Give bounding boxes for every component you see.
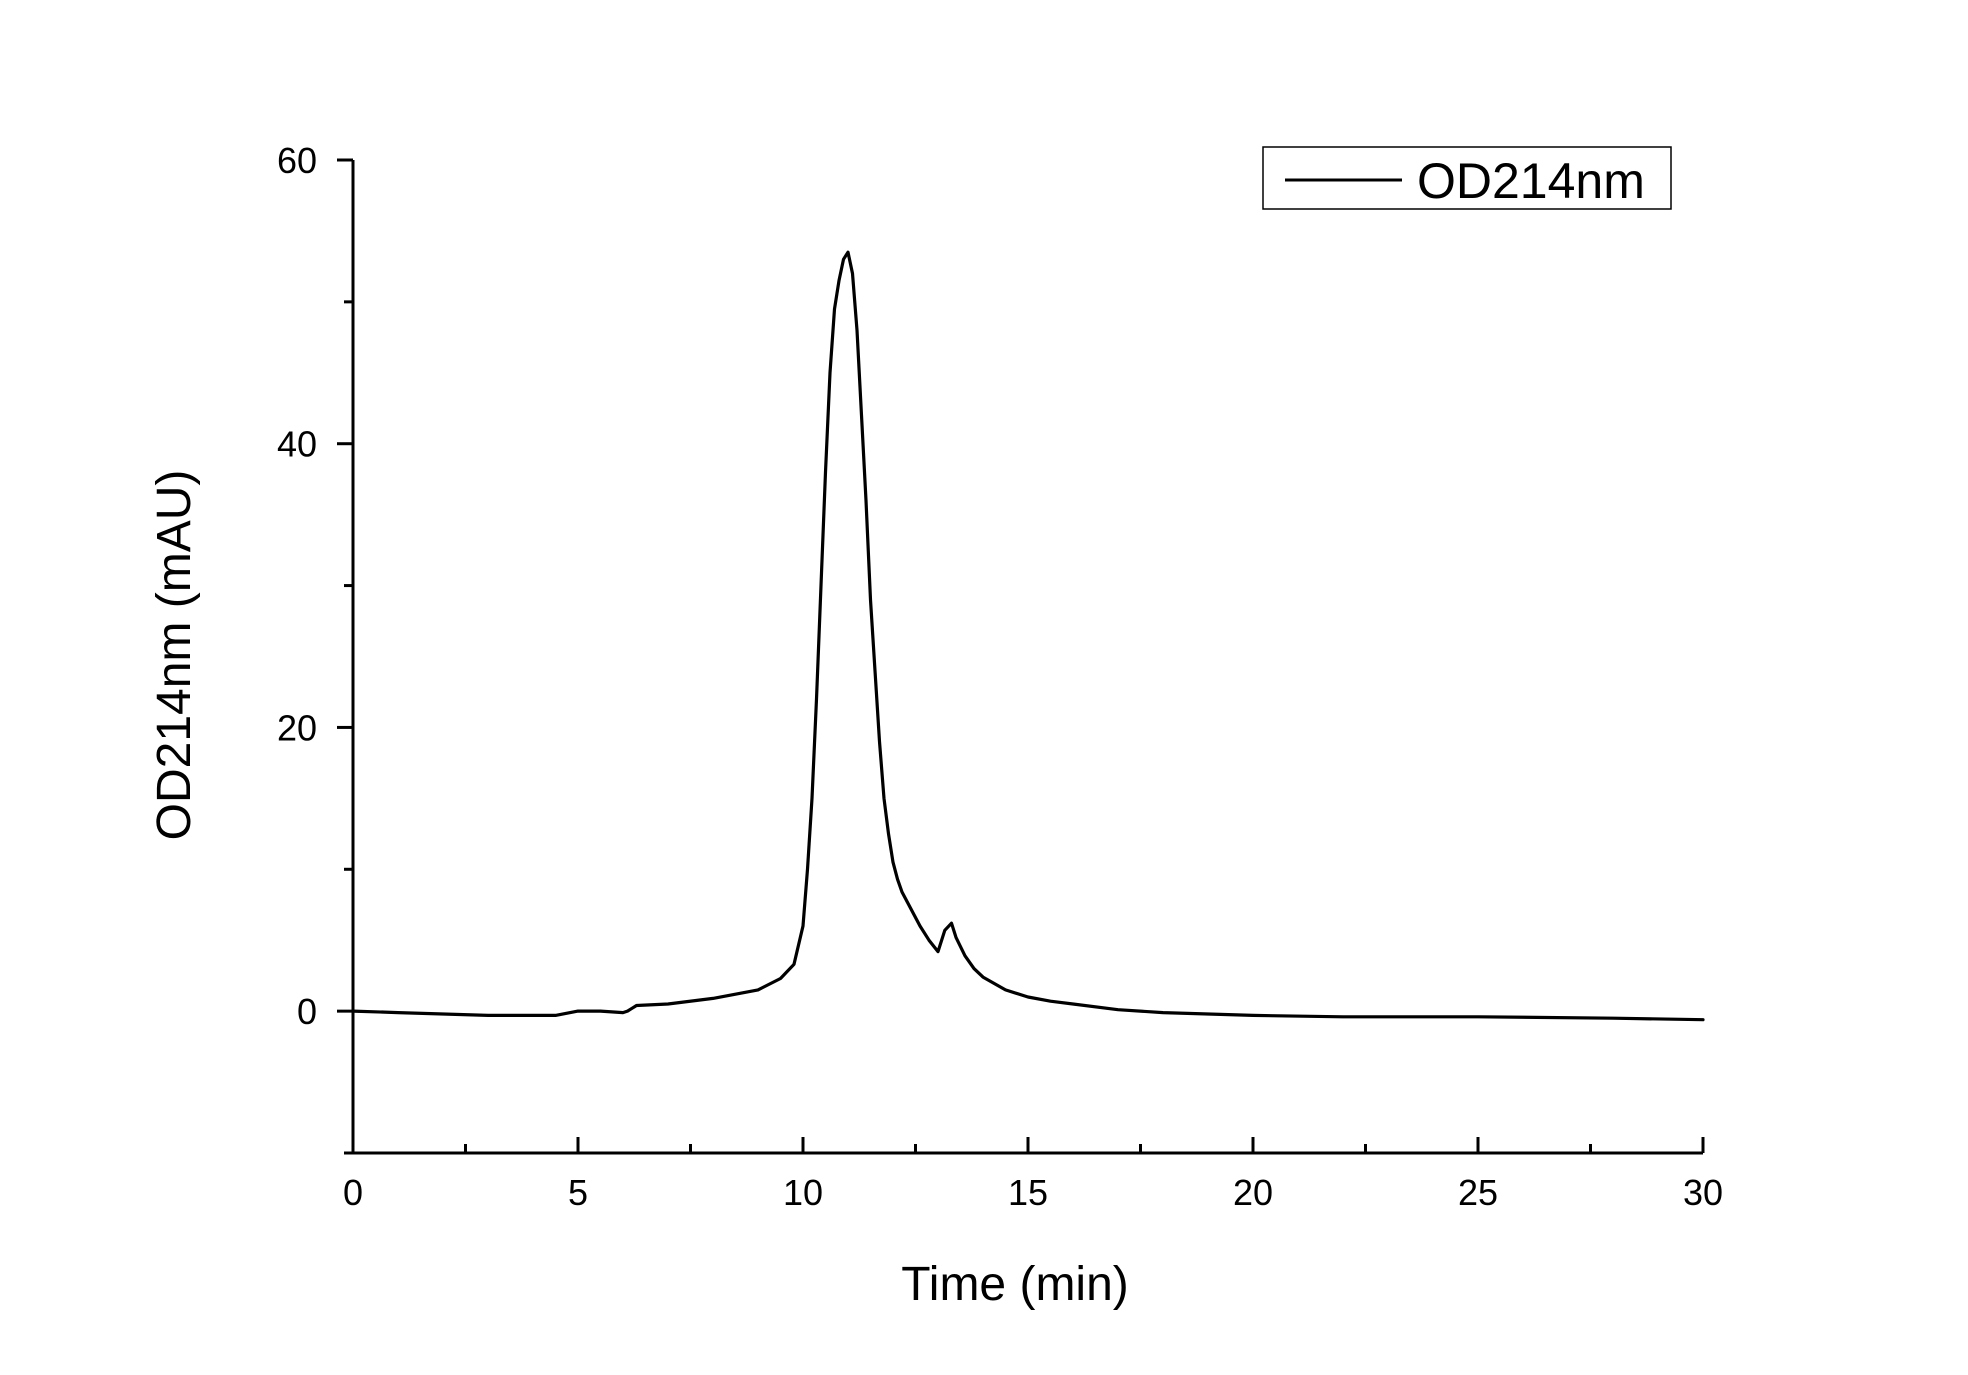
legend-box [1262,146,1672,210]
axes [351,160,1703,1155]
y-ticks: 0 20 40 60 [277,140,353,1155]
legend-label-od214nm: OD214nm [1417,153,1645,209]
x-tick-label: 25 [1458,1172,1498,1213]
y-tick-label: 0 [297,991,317,1032]
plot-area [351,250,1705,1022]
y-tick-label: 40 [277,424,317,465]
y-tick-label: 60 [277,140,317,181]
x-ticks: 0 5 10 15 20 25 30 [343,1137,1723,1213]
x-axis-title: Time (min) [901,1258,1129,1311]
x-tick-label: 30 [1683,1172,1723,1213]
x-tick-label: 5 [568,1172,588,1213]
series-line-od214nm [351,250,1705,1022]
x-tick-label: 15 [1008,1172,1048,1213]
y-tick-label: 20 [277,707,317,748]
x-tick-label: 10 [783,1172,823,1213]
x-tick-label: 0 [343,1172,363,1213]
x-tick-label: 20 [1233,1172,1273,1213]
y-axis-title: OD214nm (mAU) [148,470,201,841]
legend: OD214nm [1262,146,1672,210]
